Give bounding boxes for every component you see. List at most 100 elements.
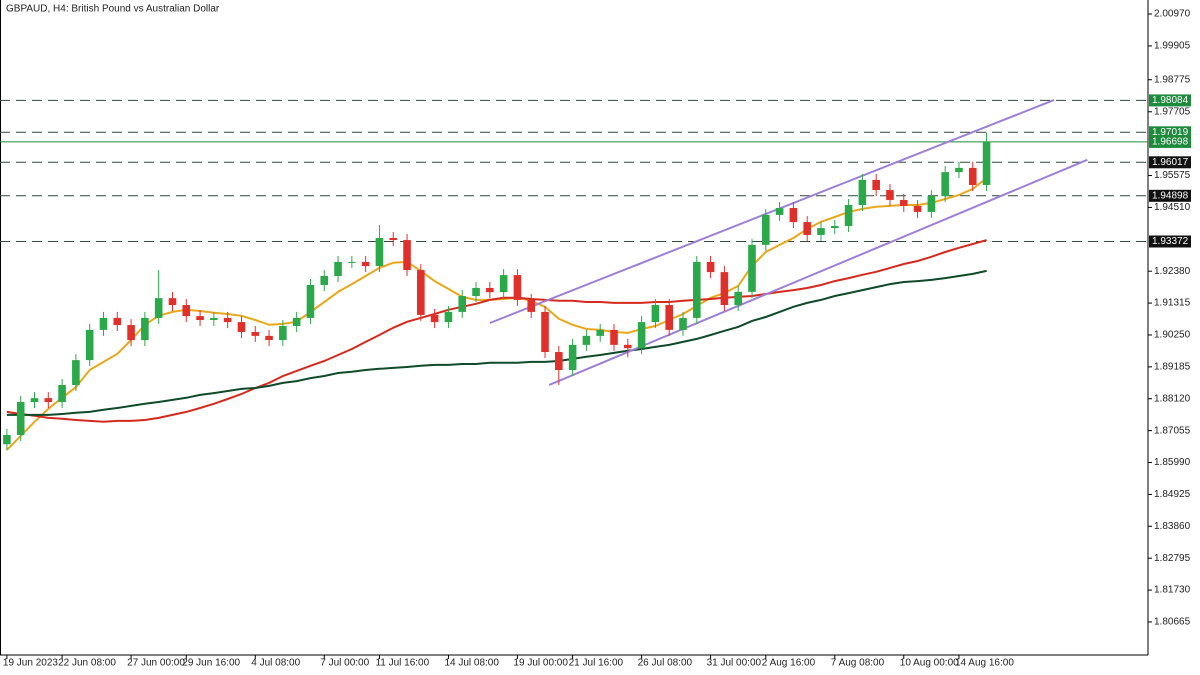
x-tick-label: 27 Jun 00:00 [127,658,185,669]
candle-body [154,298,163,318]
level-price-label: 1.98084 [1152,95,1189,106]
candle-body [624,344,632,349]
y-tick-label: 1.98775 [1154,74,1191,85]
candle-body [113,317,122,326]
candle-body [417,270,425,315]
candle-body [748,244,756,292]
x-tick-label: 14 Jul 08:00 [444,658,499,669]
candle-body [941,172,949,197]
candle-body [665,305,674,330]
candle-body [182,305,191,317]
candle-body [830,225,839,229]
candle-body [375,237,384,267]
y-tick-label: 2.00970 [1154,9,1191,20]
x-tick-label: 22 Jun 08:00 [58,658,116,669]
candle-body [196,316,204,320]
level-price-label: 1.97019 [1152,127,1189,138]
trend-channel-line [489,99,1055,324]
candle-body [499,275,508,293]
candle-body [223,317,232,323]
candle-body [955,167,963,173]
y-tick-label: 1.89185 [1154,361,1191,372]
candle-body [872,179,880,191]
candle-body [513,275,522,300]
x-tick-label: 7 Aug 08:00 [831,658,885,669]
level-price-tag [1149,235,1191,248]
level-price-label: 1.96698 [1152,137,1189,148]
moving-average [6,269,987,416]
candle-body [403,240,411,270]
level-price-tag [1149,135,1191,148]
candle-body [982,141,991,185]
candle-body [582,335,591,345]
y-tick-label: 1.81730 [1154,585,1191,596]
candle-body [3,434,11,445]
y-tick-label: 1.84925 [1154,489,1191,500]
x-tick-label: 19 Jul 00:00 [513,658,568,669]
candle-body [16,402,25,435]
y-tick-label: 1.94510 [1154,202,1191,213]
candle-body [734,291,742,306]
candle-body [265,335,273,341]
y-tick-label: 1.95575 [1154,170,1191,181]
candle-body [679,317,687,330]
candle-body [30,398,39,403]
candle-body [472,287,480,297]
candle-body [320,275,329,285]
candle-body [803,222,811,235]
candle-body [775,208,784,215]
y-tick-label: 1.85990 [1154,457,1191,468]
candle-body [361,261,370,267]
chart-title: GBPAUD, H4: British Pound vs Australian … [6,4,220,15]
candle-body [251,331,260,336]
x-tick-label: 21 Jul 16:00 [569,658,624,669]
candle-body [596,329,605,336]
y-tick-label: 1.83860 [1154,521,1191,532]
y-tick-label: 1.97705 [1154,106,1191,117]
candle-body [706,261,715,273]
y-tick-label: 1.92380 [1154,266,1191,277]
y-tick-label: 1.80665 [1154,617,1191,628]
candle-body [817,228,825,235]
level-price-tag [1149,156,1191,169]
candle-body [761,214,770,245]
candle-body [168,298,177,306]
level-price-label: 1.94898 [1152,190,1189,201]
candle-body [389,237,398,241]
candle-body [306,284,315,318]
y-tick-label: 1.87055 [1154,425,1191,436]
candle-body [458,296,467,312]
candle-body [527,299,536,312]
candle-body [85,329,94,361]
candle-body [927,196,936,212]
x-tick-label: 29 Jun 16:00 [182,658,240,669]
candle-body [886,190,894,200]
candle-body [899,199,908,206]
candle-body [44,398,53,403]
candle-body [789,208,798,223]
x-tick-label: 26 Jul 08:00 [638,658,693,669]
candle-body [541,311,549,353]
candle-body [444,311,453,323]
level-price-tag [1149,94,1191,107]
candle-body [141,317,149,341]
candle-body [279,325,287,341]
x-tick-label: 7 Jul 00:00 [320,658,369,669]
candle-body [968,167,977,185]
level-price-label: 1.96017 [1152,157,1189,168]
candle-body [210,317,218,320]
y-tick-label: 1.82795 [1154,553,1191,564]
candle-body [568,344,577,370]
x-tick-label: 11 Jul 16:00 [375,658,429,669]
candle-body [844,205,853,226]
candle-body [486,287,494,293]
candle-body [237,322,246,332]
y-tick-label: 1.91315 [1154,298,1191,309]
level-price-label: 1.93372 [1152,236,1189,247]
candle-body [430,314,439,323]
candle-body [858,179,867,206]
y-tick-label: 1.88120 [1154,393,1191,404]
candle-body [127,325,135,341]
y-tick-label: 1.99905 [1154,41,1191,52]
